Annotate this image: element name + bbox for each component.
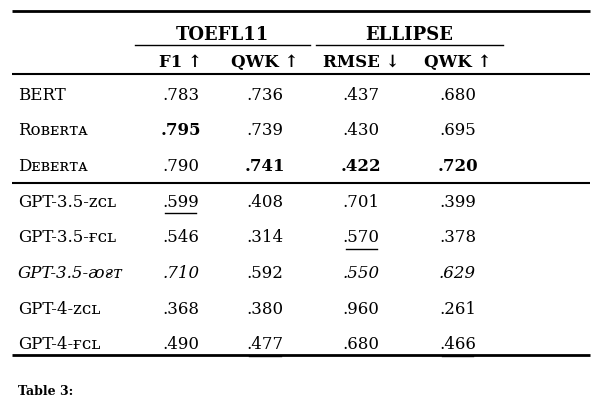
Text: .629: .629: [439, 264, 476, 281]
Text: GPT-3.5-ᴔғᴛ: GPT-3.5-ᴔғᴛ: [18, 264, 123, 281]
Text: Table 3:: Table 3:: [18, 384, 73, 397]
Text: .430: .430: [343, 122, 380, 139]
Text: .399: .399: [439, 193, 476, 210]
Text: RMSE ↓: RMSE ↓: [323, 54, 400, 71]
Text: .477: .477: [246, 335, 284, 353]
Text: .314: .314: [246, 229, 284, 246]
Text: .422: .422: [341, 157, 382, 175]
Text: QWK ↑: QWK ↑: [231, 54, 299, 71]
Text: GPT-4-ғᴄʟ: GPT-4-ғᴄʟ: [18, 335, 101, 353]
Text: GPT-3.5-ᴢᴄʟ: GPT-3.5-ᴢᴄʟ: [18, 193, 116, 210]
Text: .680: .680: [439, 86, 476, 103]
Text: .261: .261: [439, 300, 476, 317]
Text: .466: .466: [439, 335, 476, 353]
Text: GPT-3.5-ғᴄʟ: GPT-3.5-ғᴄʟ: [18, 229, 116, 246]
Text: .378: .378: [439, 229, 476, 246]
Text: .720: .720: [437, 157, 478, 175]
Text: .736: .736: [246, 86, 284, 103]
Text: .550: .550: [343, 264, 380, 281]
Text: .546: .546: [162, 229, 199, 246]
Text: F1 ↑: F1 ↑: [159, 54, 202, 71]
Text: .592: .592: [246, 264, 284, 281]
Text: .368: .368: [162, 300, 199, 317]
Text: .795: .795: [160, 122, 201, 139]
Text: .783: .783: [162, 86, 199, 103]
Text: ELLIPSE: ELLIPSE: [365, 26, 453, 44]
Text: .710: .710: [162, 264, 199, 281]
Text: .408: .408: [246, 193, 284, 210]
Text: Rᴏʙᴇʀᴛᴀ: Rᴏʙᴇʀᴛᴀ: [18, 122, 88, 139]
Text: TOEFL11: TOEFL11: [176, 26, 269, 44]
Text: QWK ↑: QWK ↑: [424, 54, 491, 71]
Text: .741: .741: [244, 157, 285, 175]
Text: .570: .570: [343, 229, 380, 246]
Text: .695: .695: [439, 122, 476, 139]
Text: .739: .739: [246, 122, 284, 139]
Text: .960: .960: [343, 300, 380, 317]
Text: .680: .680: [343, 335, 380, 353]
Text: .790: .790: [162, 157, 199, 175]
Text: .599: .599: [162, 193, 199, 210]
Text: .490: .490: [162, 335, 199, 353]
Text: Dᴇʙᴇʀᴛᴀ: Dᴇʙᴇʀᴛᴀ: [18, 157, 88, 175]
Text: .437: .437: [343, 86, 380, 103]
Text: .701: .701: [343, 193, 380, 210]
Text: GPT-4-ᴢᴄʟ: GPT-4-ᴢᴄʟ: [18, 300, 101, 317]
Text: BERT: BERT: [18, 86, 66, 103]
Text: .380: .380: [246, 300, 284, 317]
